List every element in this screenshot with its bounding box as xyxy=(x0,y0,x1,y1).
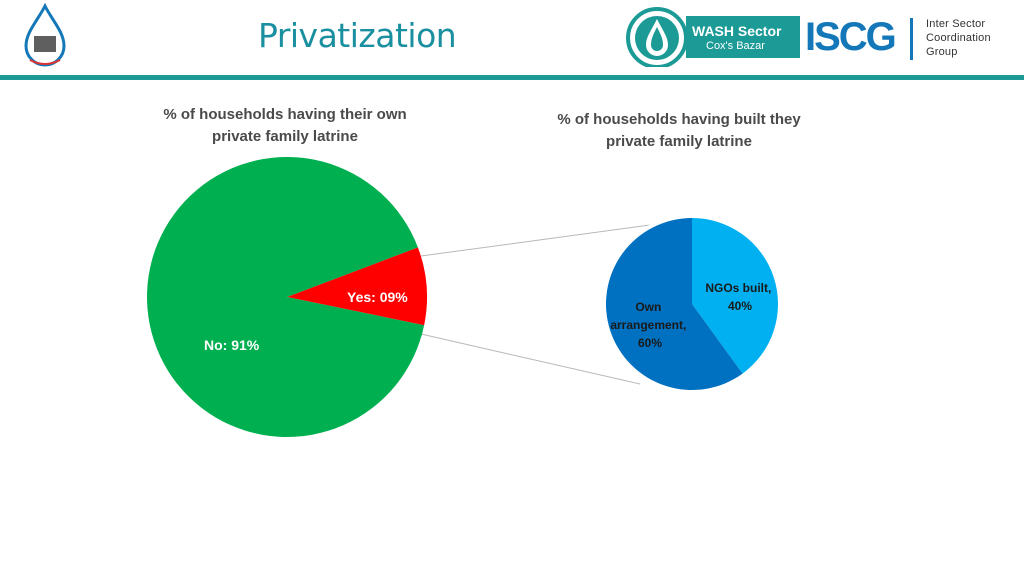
pie2-label-ngo: NGOs built, 40% xyxy=(705,281,774,313)
connector-line-bottom xyxy=(420,333,641,385)
wash-sector-label: WASH Sector xyxy=(692,23,782,39)
connector-line-top xyxy=(420,221,673,257)
iscg-logo: ISCG xyxy=(805,15,897,59)
pie2-slice-own xyxy=(606,218,743,391)
pie1-label-no: No: 91% xyxy=(204,337,260,353)
pie1-slice-yes xyxy=(287,247,428,326)
iscg-sub-line3: Group xyxy=(926,46,958,58)
chart1-title: % of households having their own private… xyxy=(163,106,407,145)
pie2-label-own: Own arrangement, 60% xyxy=(610,300,689,350)
wash-sector-box xyxy=(686,16,800,58)
wash-sector-logo-icon xyxy=(626,7,688,67)
wash-sector-location: Cox's Bazar xyxy=(706,40,765,52)
header: Privatization WASH Sector Cox's Bazar IS… xyxy=(0,0,1024,76)
pie-chart-2: NGOs built, 40% Own arrangement, 60% xyxy=(602,214,782,394)
pie2-slice-ngo xyxy=(692,218,778,374)
iscg-sub-line2: Coordination xyxy=(926,32,991,44)
pie1-label-yes: Yes: 09% xyxy=(347,289,408,305)
iscg-sub-line1: Inter Sector xyxy=(926,18,986,30)
dphe-logo-icon xyxy=(24,2,66,67)
pie-chart-1: Yes: 09% No: 91% xyxy=(147,156,428,437)
iscg-divider xyxy=(910,18,913,60)
header-divider xyxy=(0,75,1024,80)
pie1-slice-no xyxy=(147,156,425,437)
chart2-title: % of households having built they privat… xyxy=(557,111,801,150)
page-title: Privatization xyxy=(258,16,457,55)
